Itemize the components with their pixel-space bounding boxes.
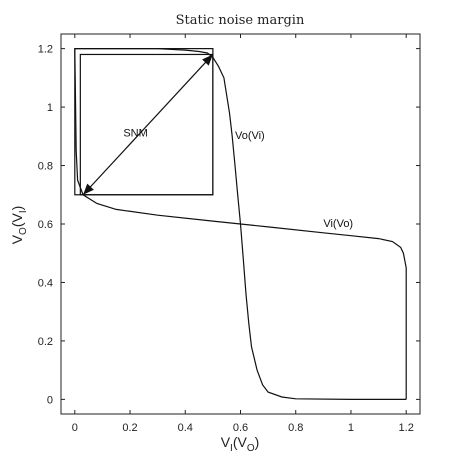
vi-vo-label: Vi(Vo) bbox=[323, 218, 353, 230]
y-axis-label-sub1: O bbox=[18, 227, 29, 235]
y-axis-label-paren-open: (V bbox=[9, 213, 25, 228]
x-tick-label: 0.4 bbox=[178, 422, 193, 434]
plot-area: 0 0.2 0.4 0.6 0.8 1 1.2 0 0.2 0.4 0.6 0.8 1 1.2 SNM Vo(… bbox=[38, 33, 421, 434]
x-axis-label: VI(VO) bbox=[221, 434, 260, 454]
curve-vi-vo bbox=[74, 48, 407, 400]
y-tick-label: 0 bbox=[47, 394, 53, 406]
x-axis-label-paren-open: (V bbox=[233, 434, 248, 450]
y-axis-label-main: V bbox=[9, 234, 25, 244]
y-axis-label: VO(VI) bbox=[9, 206, 29, 245]
x-axis-label-paren-close: ) bbox=[255, 434, 260, 450]
y-tick-label: 0.6 bbox=[38, 219, 53, 231]
x-tick-label: 0.8 bbox=[288, 422, 303, 434]
y-tick-label: 0.2 bbox=[38, 336, 53, 348]
x-axis-label-sub2: O bbox=[247, 443, 255, 454]
x-tick-label: 0.2 bbox=[122, 422, 137, 434]
snm-square bbox=[79, 53, 214, 196]
snm-arrow-line bbox=[82, 54, 214, 196]
vo-vi-label: Vo(Vi) bbox=[235, 130, 265, 142]
x-axis-label-sub1: I bbox=[230, 443, 233, 454]
snm-arrow-head-start bbox=[83, 183, 94, 195]
x-tick-label: 1 bbox=[348, 422, 354, 434]
y-tick-label: 1 bbox=[47, 102, 53, 114]
y-tick-label: 0.8 bbox=[38, 161, 53, 173]
y-tick-label: 1.2 bbox=[38, 44, 53, 56]
chart-title: Static noise margin bbox=[176, 13, 305, 28]
x-tick-label: 1.2 bbox=[399, 422, 414, 434]
x-tick-label: 0.6 bbox=[233, 422, 248, 434]
y-tick-label: 0.4 bbox=[38, 277, 53, 289]
snm-label: SNM bbox=[123, 127, 147, 139]
snm-arrow-head-end bbox=[202, 54, 213, 66]
eye-outer-box bbox=[74, 48, 214, 196]
y-axis-label-sub2: I bbox=[18, 210, 29, 213]
x-tick-label: 0 bbox=[72, 422, 78, 434]
y-axis-label-paren-close: ) bbox=[9, 206, 25, 211]
curve-vo-vi bbox=[74, 47, 407, 400]
x-axis-label-main: V bbox=[221, 434, 231, 450]
